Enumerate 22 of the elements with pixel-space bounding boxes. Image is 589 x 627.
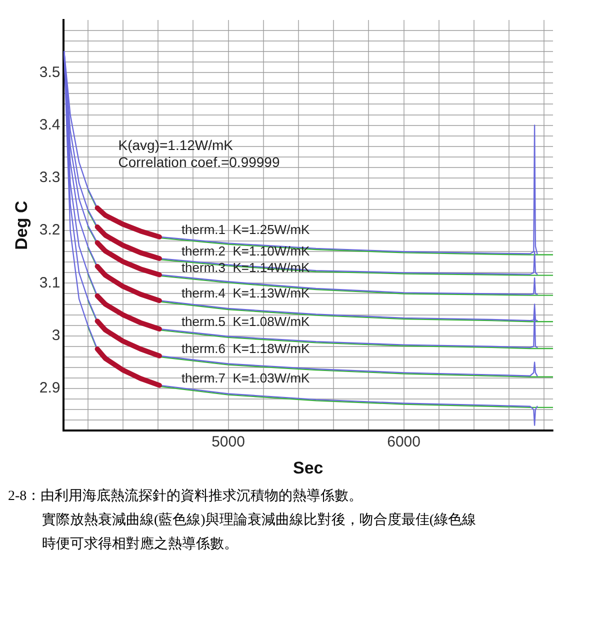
y-axis-title: Deg C xyxy=(12,200,31,250)
y-tick-label: 3.1 xyxy=(39,274,60,292)
y-tick-label: 3.2 xyxy=(39,222,60,239)
y-tick-label: 3.4 xyxy=(39,116,60,134)
x-tick-label: 6000 xyxy=(387,434,420,451)
y-tick-label: 2.9 xyxy=(39,380,60,397)
series-label: therm.5 K=1.08W/mK xyxy=(181,314,310,330)
text: 時便可求得相對應之熱導係數。 xyxy=(41,535,239,554)
annotation: Correlation coef.=0.99999 xyxy=(118,154,280,170)
text: 2-8：由利用海底熱流探針的資料推求沉積物的熱導係數。 xyxy=(8,487,364,506)
y-tick-label: 3.3 xyxy=(39,169,60,186)
x-axis-title: Sec xyxy=(293,458,324,478)
y-tick-label: 3 xyxy=(52,326,60,344)
series-label: therm.4 K=1.13W/mK xyxy=(181,286,310,301)
series-label: therm.1 K=1.25W/mK xyxy=(181,222,310,237)
x-tick-label: 5000 xyxy=(212,434,245,451)
series-label: therm.2 K=1.10W/mK xyxy=(181,243,310,258)
text: 實際放熱衰減曲線(藍色線)與理論衰減曲線比對後，吻合度最佳(綠色線 xyxy=(41,511,477,530)
annotation: K(avg)=1.12W/mK xyxy=(118,137,234,153)
series-label: therm.6 K=1.18W/mK xyxy=(181,340,310,356)
series-label: therm.7 K=1.03W/mK xyxy=(181,370,310,386)
y-tick-label: 3.5 xyxy=(39,64,60,81)
